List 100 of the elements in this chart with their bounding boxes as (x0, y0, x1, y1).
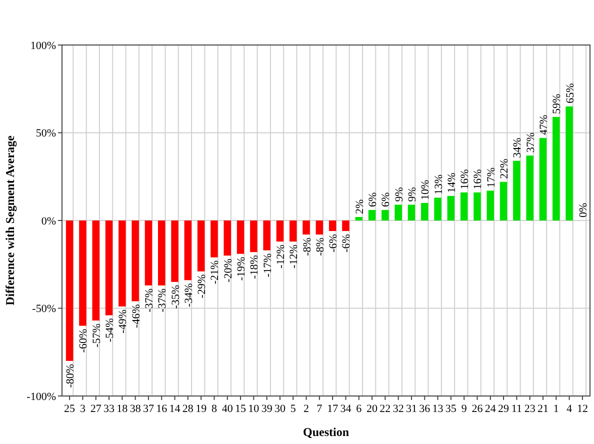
bar (368, 210, 376, 220)
bar (552, 116, 560, 220)
bar (263, 220, 270, 250)
bar (92, 220, 100, 321)
bar (276, 220, 284, 242)
x-tick-label: 31 (406, 403, 417, 415)
bar (434, 198, 442, 220)
bar (197, 220, 205, 272)
x-axis-title: Question (302, 425, 350, 439)
data-label: -37% (156, 288, 169, 312)
data-label: 59% (551, 94, 564, 114)
x-tick-label: 40 (222, 403, 234, 415)
bar (290, 220, 297, 242)
data-label: 16% (472, 169, 484, 190)
data-label: -19% (236, 256, 248, 281)
bar (342, 220, 350, 232)
bar (539, 138, 547, 220)
bar (394, 204, 402, 220)
x-tick-label: 4 (566, 403, 573, 415)
data-label: 16% (459, 169, 472, 190)
bar (355, 216, 362, 220)
data-label: -18% (248, 255, 261, 279)
data-label: 6% (367, 192, 380, 207)
bar (500, 182, 508, 220)
x-tick-label: 3 (80, 403, 86, 415)
x-tick-label: 18 (116, 403, 128, 415)
x-tick-label: 27 (90, 403, 102, 415)
data-label: -34% (182, 283, 195, 307)
bar (460, 192, 468, 220)
bar (171, 220, 178, 282)
data-label: -21% (209, 260, 222, 284)
y-tick-label: -50% (32, 303, 56, 316)
bar (158, 220, 166, 286)
bar (236, 220, 244, 254)
x-tick-label: 35 (445, 403, 457, 415)
data-label: -8% (301, 238, 314, 256)
bar (526, 156, 534, 220)
x-tick-label: 24 (484, 403, 496, 415)
x-tick-label: 11 (511, 403, 522, 415)
bar (486, 190, 494, 220)
bar (132, 220, 139, 302)
data-label: 9% (393, 187, 406, 202)
data-label: 0% (577, 202, 590, 218)
x-tick-label: 1 (553, 403, 559, 415)
bar (302, 220, 310, 235)
x-tick-label: 13 (432, 403, 444, 415)
data-label: 2% (354, 199, 366, 214)
x-tick-label: 30 (274, 403, 286, 415)
x-tick-label: 26 (472, 403, 484, 415)
x-tick-label: 21 (537, 403, 548, 415)
data-label: 65% (564, 83, 576, 104)
x-tick-label: 17 (327, 403, 339, 415)
x-tick-label: 23 (524, 403, 536, 415)
data-label: 13% (432, 174, 445, 195)
x-tick-label: 14 (169, 403, 181, 415)
x-tick-label: 8 (211, 403, 218, 415)
x-tick-label: 33 (104, 403, 116, 415)
data-label: -12% (288, 244, 300, 268)
x-tick-label: 37 (142, 403, 154, 415)
x-tick-label: 25 (64, 403, 76, 415)
bar (118, 220, 126, 306)
data-label: -12% (274, 244, 287, 268)
bar (447, 196, 455, 220)
data-label: 14% (446, 172, 458, 193)
bar (408, 204, 416, 220)
x-tick-label: 22 (380, 403, 391, 415)
x-tick-label: 10 (248, 403, 260, 415)
data-label: -6% (328, 234, 340, 252)
x-tick-label: 19 (196, 403, 208, 415)
bar (316, 220, 324, 235)
y-tick-label: -100% (26, 390, 56, 403)
data-label: -57% (90, 324, 103, 348)
y-tick-label: 100% (30, 40, 56, 52)
bar (566, 106, 573, 220)
bar (513, 160, 520, 220)
data-label: -46% (130, 304, 142, 328)
data-label: -37% (143, 288, 156, 312)
data-label: 6% (380, 192, 392, 207)
data-label: -60% (78, 328, 90, 353)
data-label: -20% (222, 258, 234, 282)
data-label: 9% (406, 187, 418, 202)
bar (184, 220, 192, 280)
x-tick-label: 9 (461, 403, 468, 415)
x-tick-label: 2 (304, 403, 310, 415)
bar (382, 210, 389, 220)
y-tick-label: 0% (41, 215, 56, 228)
data-label: -49% (117, 309, 130, 334)
bar (210, 220, 218, 258)
bar (474, 192, 481, 220)
data-label: 22% (498, 158, 511, 179)
x-tick-label: 20 (366, 403, 378, 415)
bar (328, 220, 336, 232)
bar (144, 220, 152, 286)
bar (250, 220, 258, 252)
data-label: -80% (64, 364, 77, 388)
x-tick-label: 34 (340, 403, 352, 415)
data-label: -6% (340, 234, 353, 252)
data-label: -17% (262, 253, 274, 278)
data-label: -8% (314, 238, 326, 256)
x-tick-label: 12 (576, 403, 588, 415)
